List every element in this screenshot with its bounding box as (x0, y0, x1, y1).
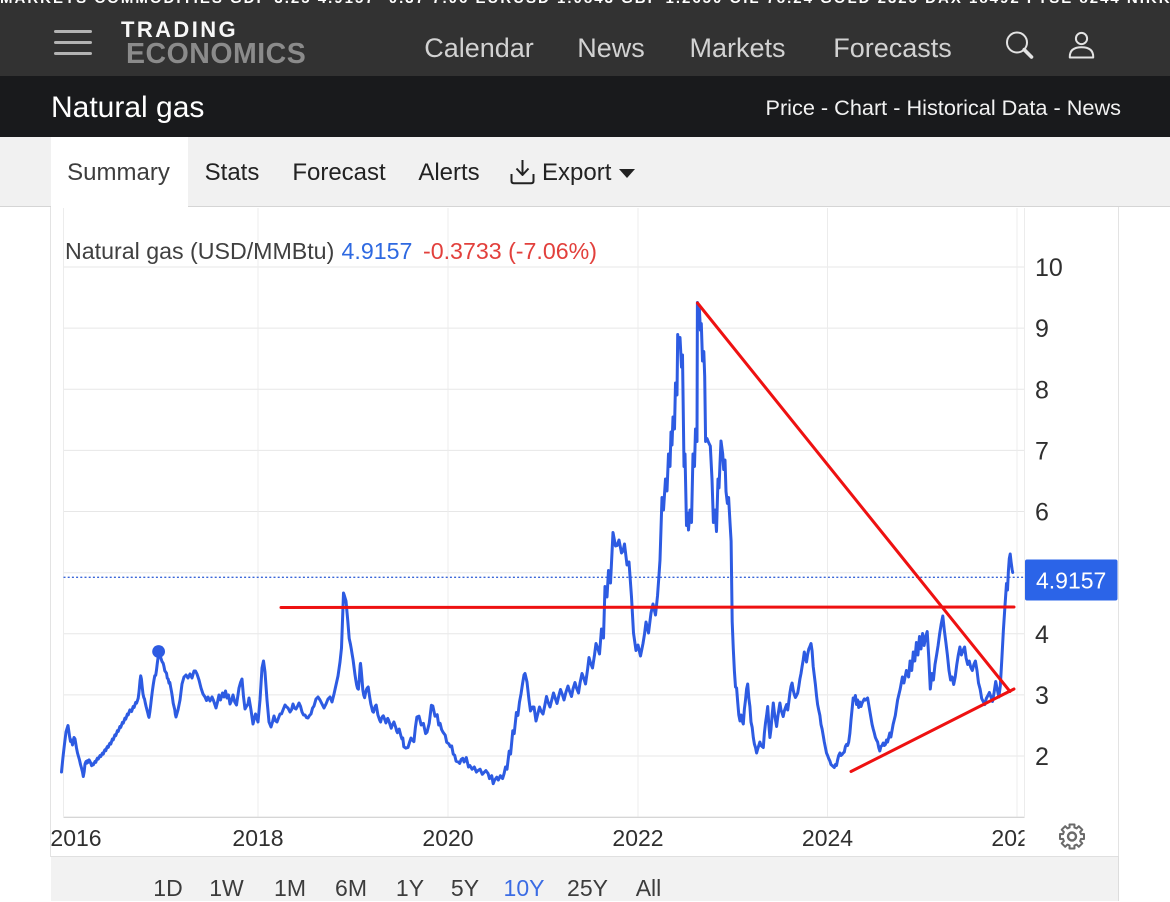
svg-text:4: 4 (1035, 621, 1049, 649)
svg-text:6: 6 (1035, 499, 1049, 527)
svg-text:3: 3 (1035, 682, 1049, 710)
svg-text:Natural gas (USD/MMBtu)4.9157-: Natural gas (USD/MMBtu) 4.9157 -0.3733 (-7… (65, 238, 597, 264)
svg-text:2: 2 (1035, 743, 1049, 771)
svg-text:2018: 2018 (232, 825, 283, 851)
svg-text:2020: 2020 (422, 825, 473, 851)
svg-text:2016: 2016 (50, 825, 101, 851)
svg-text:2026: 2026 (991, 825, 1042, 851)
svg-text:4.9157: 4.9157 (1036, 568, 1106, 594)
svg-text:7: 7 (1035, 437, 1049, 465)
svg-text:8: 8 (1035, 376, 1049, 404)
svg-text:10: 10 (1035, 254, 1063, 282)
svg-text:2022: 2022 (612, 825, 663, 851)
svg-text:2024: 2024 (802, 825, 853, 851)
svg-text:9: 9 (1035, 315, 1049, 343)
